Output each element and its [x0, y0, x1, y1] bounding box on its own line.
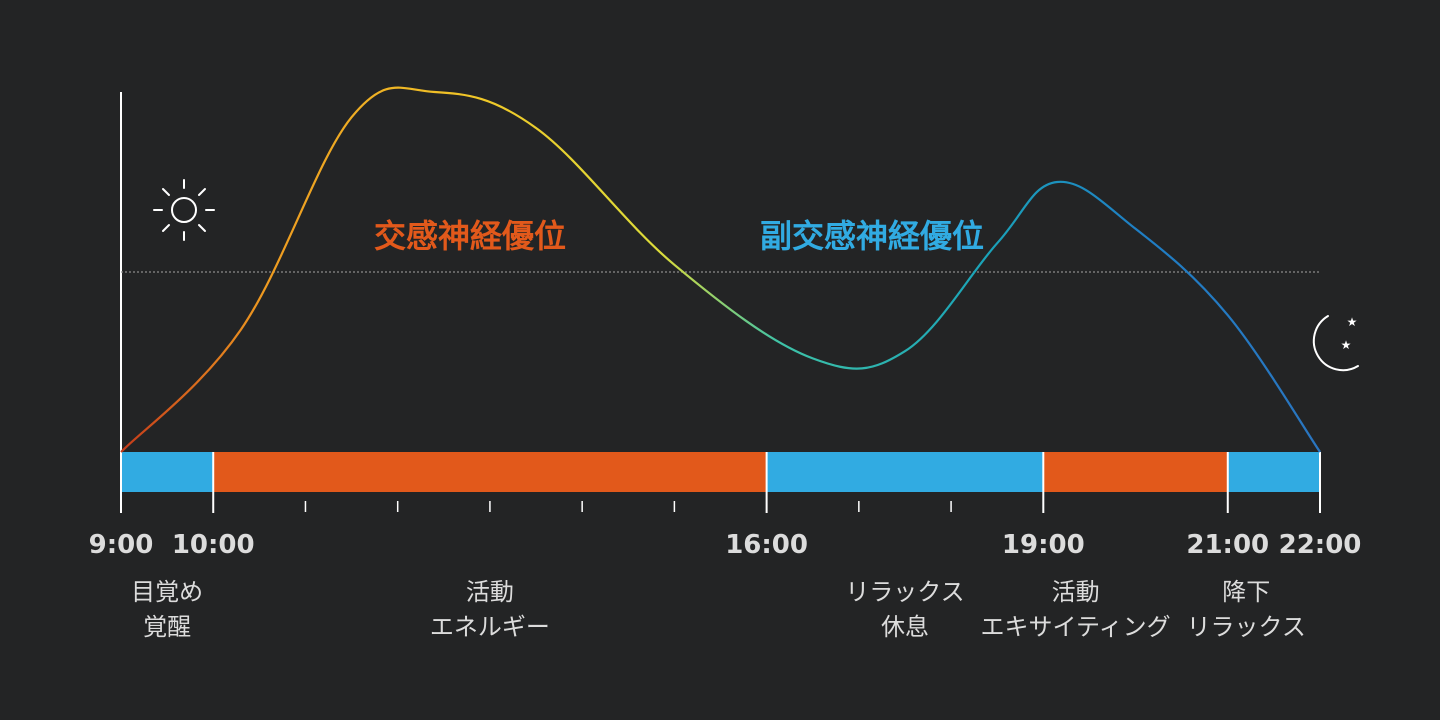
time-label-3: 19:00 — [1002, 530, 1085, 560]
sun-icon — [153, 179, 215, 241]
phase-label-4-line-1: リラックス — [1187, 613, 1306, 641]
time-label-5: 22:00 — [1279, 530, 1362, 560]
parasympathetic-dominant-label: 副交感神経優位 — [760, 217, 984, 255]
state-bands — [120, 452, 1321, 513]
phase-label-3-line-0: 活動 — [1052, 578, 1100, 606]
band-parasympathetic-4 — [1227, 452, 1320, 492]
band-sympathetic-3 — [1043, 452, 1228, 492]
time-label-1: 10:00 — [172, 530, 255, 560]
band-sympathetic-1 — [213, 452, 767, 492]
time-label-4: 21:00 — [1186, 530, 1269, 560]
time-label-2: 16:00 — [725, 530, 808, 560]
phase-label-4-line-0: 降下 — [1222, 578, 1270, 606]
phase-label-2-line-1: 休息 — [881, 613, 929, 641]
time-label-0: 9:00 — [89, 530, 154, 560]
svg-text:★: ★ — [1347, 315, 1358, 329]
tick-marks — [304, 501, 952, 512]
sympathetic-dominant-label: 交感神経優位 — [374, 217, 566, 255]
phase-label-3-line-1: エキサイティング — [981, 613, 1171, 641]
band-parasympathetic-2 — [766, 452, 1044, 492]
phase-label-0-line-1: 覚醒 — [143, 613, 191, 641]
svg-text:★: ★ — [1341, 338, 1352, 352]
time-tick-labels: 9:00 10:00 16:00 19:00 21:00 22:00 — [89, 530, 1362, 560]
nervous-activity-curve — [120, 86, 1321, 453]
moon-with-stars-icon: ★ ★ — [1312, 315, 1359, 372]
phase-label-2-line-0: リラックス — [845, 578, 964, 606]
band-parasympathetic-0 — [121, 452, 214, 492]
phase-label-1-line-0: 活動 — [466, 578, 514, 606]
phase-label-0-line-0: 目覚め — [131, 578, 203, 606]
phase-label-1-line-1: エネルギー — [430, 613, 550, 641]
